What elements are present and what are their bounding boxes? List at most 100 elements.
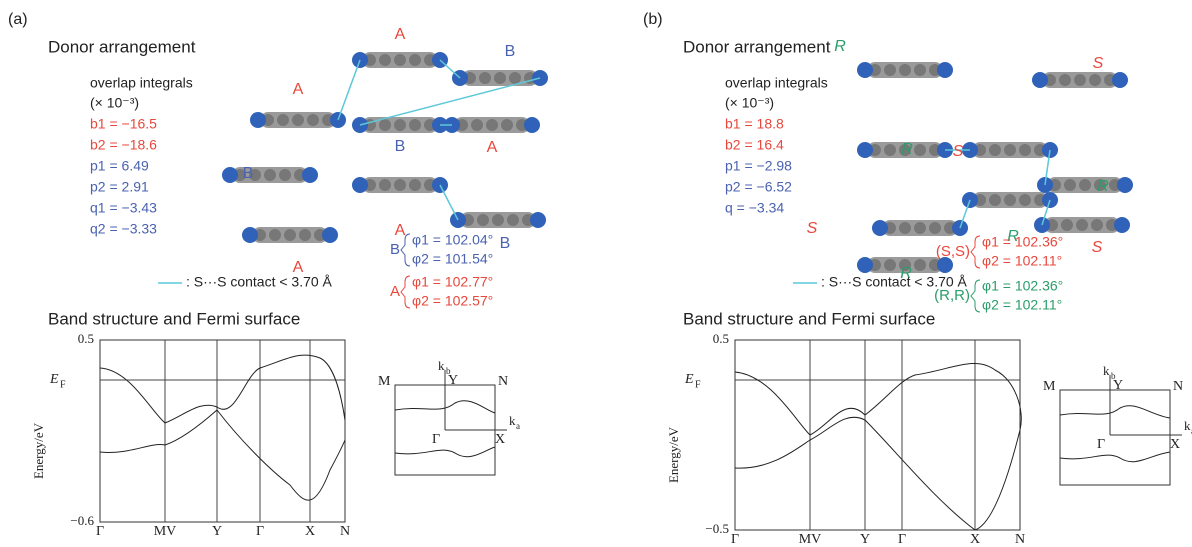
atom bbox=[914, 144, 926, 156]
bz-label: M bbox=[378, 374, 391, 389]
k-point-label: X bbox=[305, 524, 315, 539]
sulfur-atom bbox=[530, 212, 546, 228]
atom bbox=[394, 119, 406, 131]
overlap-integral: p2 = −6.52 bbox=[725, 179, 792, 195]
bz-label: M bbox=[1043, 379, 1056, 394]
atom bbox=[884, 259, 896, 271]
bz-label: k bbox=[438, 358, 445, 373]
molecule-label: S bbox=[1092, 239, 1103, 256]
fermi-label-sub: F bbox=[695, 379, 701, 390]
contact-line bbox=[440, 60, 460, 78]
overlap-integral: p1 = 6.49 bbox=[90, 158, 149, 174]
atom bbox=[501, 119, 513, 131]
y-tick-label: −0.5 bbox=[705, 521, 729, 536]
k-point-label: N bbox=[1015, 532, 1025, 547]
fermi-label-sub: F bbox=[60, 379, 66, 390]
sulfur-atom bbox=[872, 220, 888, 236]
sulfur-atom bbox=[937, 62, 953, 78]
sulfur-atom bbox=[352, 177, 368, 193]
atom bbox=[929, 222, 941, 234]
panel-label: (b) bbox=[643, 11, 663, 28]
sulfur-atom bbox=[1117, 177, 1133, 193]
atom bbox=[292, 114, 304, 126]
overlap-integral: b2 = −18.6 bbox=[90, 137, 157, 153]
bz-label: X bbox=[495, 432, 505, 447]
sulfur-atom bbox=[524, 117, 540, 133]
molecule-label: B bbox=[505, 43, 516, 60]
angle-pair: B bbox=[390, 241, 400, 258]
legend-text: : S···S contact < 3.70 Å bbox=[186, 274, 333, 290]
atom bbox=[409, 119, 421, 131]
angle-value: φ1 = 102.04° bbox=[412, 232, 493, 248]
atom bbox=[279, 169, 291, 181]
k-point-label: Γ bbox=[731, 532, 739, 547]
atom bbox=[1004, 194, 1016, 206]
figure: (a)Donor arrangementoverlap integrals(× … bbox=[0, 0, 1192, 547]
atom bbox=[477, 214, 489, 226]
sulfur-atom bbox=[857, 142, 873, 158]
section-title: Donor arrangement bbox=[48, 37, 196, 56]
atom bbox=[989, 144, 1001, 156]
molecule-label: R bbox=[834, 38, 846, 55]
section-title: Band structure and Fermi surface bbox=[683, 309, 935, 328]
angle-value: φ1 = 102.36° bbox=[982, 278, 1063, 294]
k-point-label: Y bbox=[860, 532, 870, 547]
atom bbox=[914, 64, 926, 76]
molecule-label: B bbox=[500, 235, 511, 252]
atom bbox=[284, 229, 296, 241]
sulfur-atom bbox=[222, 167, 238, 183]
atom bbox=[1089, 74, 1101, 86]
k-point-label: MV bbox=[154, 524, 177, 539]
atom bbox=[1004, 144, 1016, 156]
bz-label: k bbox=[1103, 363, 1110, 378]
legend-text: : S···S contact < 3.70 Å bbox=[821, 274, 968, 290]
atom bbox=[492, 214, 504, 226]
atom bbox=[884, 64, 896, 76]
band-curve bbox=[100, 355, 345, 423]
atom bbox=[269, 229, 281, 241]
angle-value: φ1 = 102.77° bbox=[412, 274, 493, 290]
sulfur-atom bbox=[1114, 217, 1130, 233]
atom bbox=[394, 179, 406, 191]
molecule-label: B bbox=[243, 165, 254, 182]
overlap-integral: p1 = −2.98 bbox=[725, 158, 792, 174]
atom bbox=[486, 119, 498, 131]
molecule-label: A bbox=[395, 26, 406, 43]
integrals-heading: overlap integrals bbox=[725, 75, 828, 91]
fermi-curve bbox=[395, 447, 495, 457]
y-tick-label: 0.5 bbox=[713, 331, 729, 346]
sulfur-atom bbox=[322, 227, 338, 243]
band-frame bbox=[100, 340, 345, 522]
angle-value: φ2 = 101.54° bbox=[412, 251, 493, 267]
molecule-label: S bbox=[1093, 55, 1104, 72]
sulfur-atom bbox=[302, 167, 318, 183]
atom bbox=[509, 72, 521, 84]
atom bbox=[1074, 74, 1086, 86]
sulfur-atom bbox=[1032, 72, 1048, 88]
section-title: Donor arrangement bbox=[683, 37, 831, 56]
atom bbox=[471, 119, 483, 131]
atom bbox=[507, 214, 519, 226]
atom bbox=[1076, 219, 1088, 231]
molecule-label: R bbox=[901, 141, 913, 158]
k-point-label: Γ bbox=[898, 532, 906, 547]
atom bbox=[379, 179, 391, 191]
band-curve bbox=[735, 417, 1020, 530]
sulfur-atom bbox=[857, 62, 873, 78]
atom bbox=[409, 54, 421, 66]
band-curve bbox=[100, 410, 345, 500]
brace bbox=[971, 280, 980, 312]
k-point-label: N bbox=[340, 524, 350, 539]
contact-line bbox=[338, 60, 360, 120]
atom bbox=[914, 259, 926, 271]
brace bbox=[401, 276, 410, 308]
atom bbox=[899, 222, 911, 234]
panel-label: (a) bbox=[8, 11, 28, 28]
bz-label: k bbox=[509, 413, 516, 428]
atom bbox=[1079, 179, 1091, 191]
bz-label: N bbox=[498, 374, 508, 389]
overlap-integral: p2 = 2.91 bbox=[90, 179, 149, 195]
molecule-label: R bbox=[1097, 178, 1109, 195]
k-point-label: Γ bbox=[96, 524, 104, 539]
overlap-integral: b2 = 16.4 bbox=[725, 137, 784, 153]
